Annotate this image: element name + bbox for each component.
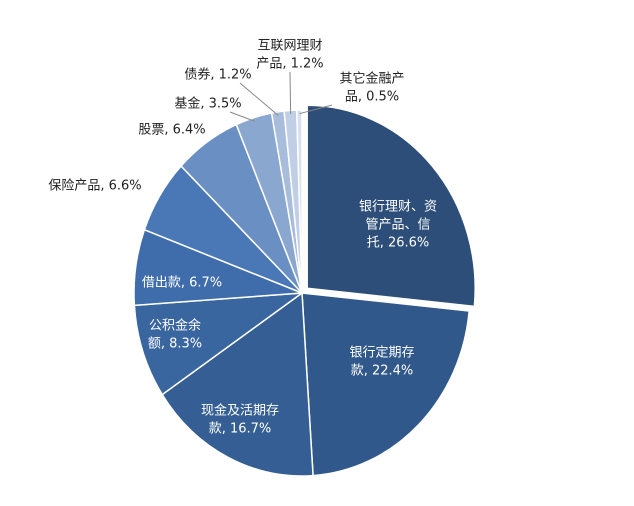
pie-slice [161, 291, 314, 477]
data-label: 款, 16.7% [209, 422, 272, 437]
data-label: 银行定期存 [349, 346, 414, 361]
data-label: 借出款, 6.7% [142, 276, 222, 291]
data-label: 银行理财、资 [359, 200, 437, 215]
leader-line [239, 82, 279, 116]
data-label: 产品, 1.2% [256, 57, 323, 72]
data-label: 保险产品, 6.6% [48, 179, 141, 194]
pie-slice [133, 292, 305, 396]
pie-slice [295, 109, 303, 294]
leader-line [229, 111, 255, 122]
data-label: 款, 22.4% [351, 364, 414, 379]
leader-line [289, 71, 292, 115]
data-label: 其它金融产 [339, 71, 404, 87]
data-label: 股票, 6.4% [138, 123, 205, 138]
data-label: 债券, 1.2% [184, 67, 251, 83]
data-label: 现金及活期存 [201, 403, 279, 419]
data-label: 托, 26.6% [367, 236, 430, 251]
leader-line [299, 104, 333, 115]
data-label: 互联网理财 [257, 39, 322, 54]
data-label: 额, 8.3% [148, 337, 202, 352]
data-label: 公积金余 [149, 318, 201, 334]
data-label: 品, 0.5% [345, 90, 399, 105]
pie-slice [306, 104, 476, 308]
data-label: 管产品、信 [365, 218, 430, 233]
pie-slice [301, 292, 470, 477]
data-label: 基金, 3.5% [174, 96, 241, 112]
